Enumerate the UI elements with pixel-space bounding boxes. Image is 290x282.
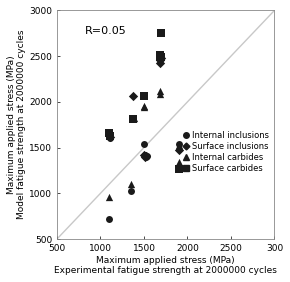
Text: R=0.05: R=0.05 bbox=[85, 27, 127, 36]
Point bbox=[128, 182, 133, 186]
Point bbox=[107, 195, 111, 199]
Point bbox=[130, 94, 135, 99]
Point bbox=[108, 133, 112, 138]
Point bbox=[142, 94, 146, 99]
Point bbox=[176, 148, 181, 153]
Point bbox=[142, 155, 147, 159]
Point bbox=[142, 105, 146, 110]
Point bbox=[159, 31, 164, 36]
Y-axis label: Maximum applied stress (MPa)
Model fatigue strength at 2000000 cycles: Maximum applied stress (MPa) Model fatig… bbox=[7, 30, 26, 219]
Point bbox=[107, 217, 111, 221]
Point bbox=[176, 166, 181, 171]
Point bbox=[158, 91, 163, 96]
Point bbox=[157, 55, 162, 59]
Legend: Internal inclusions, Surface inclusions, Internal carbides, Surface carbides: Internal inclusions, Surface inclusions,… bbox=[181, 129, 270, 175]
Point bbox=[107, 131, 111, 135]
Point bbox=[142, 153, 147, 158]
Point bbox=[130, 117, 135, 122]
Point bbox=[143, 155, 148, 159]
Point bbox=[158, 60, 163, 65]
Point bbox=[143, 154, 148, 158]
Point bbox=[157, 89, 162, 93]
Point bbox=[158, 53, 163, 58]
Point bbox=[142, 153, 146, 157]
Point bbox=[108, 134, 112, 139]
Point bbox=[176, 160, 181, 164]
Point bbox=[128, 189, 133, 194]
Point bbox=[131, 116, 136, 121]
Point bbox=[159, 56, 164, 60]
X-axis label: Maximum applied stress (MPa)
Experimental fatigue strength at 2000000 cycles: Maximum applied stress (MPa) Experimenta… bbox=[54, 256, 277, 275]
Point bbox=[176, 146, 181, 151]
Point bbox=[159, 55, 164, 59]
Point bbox=[142, 103, 146, 108]
Point bbox=[108, 136, 112, 141]
Point bbox=[157, 58, 162, 62]
Point bbox=[142, 142, 146, 146]
Point bbox=[144, 154, 149, 158]
Point bbox=[176, 142, 181, 146]
